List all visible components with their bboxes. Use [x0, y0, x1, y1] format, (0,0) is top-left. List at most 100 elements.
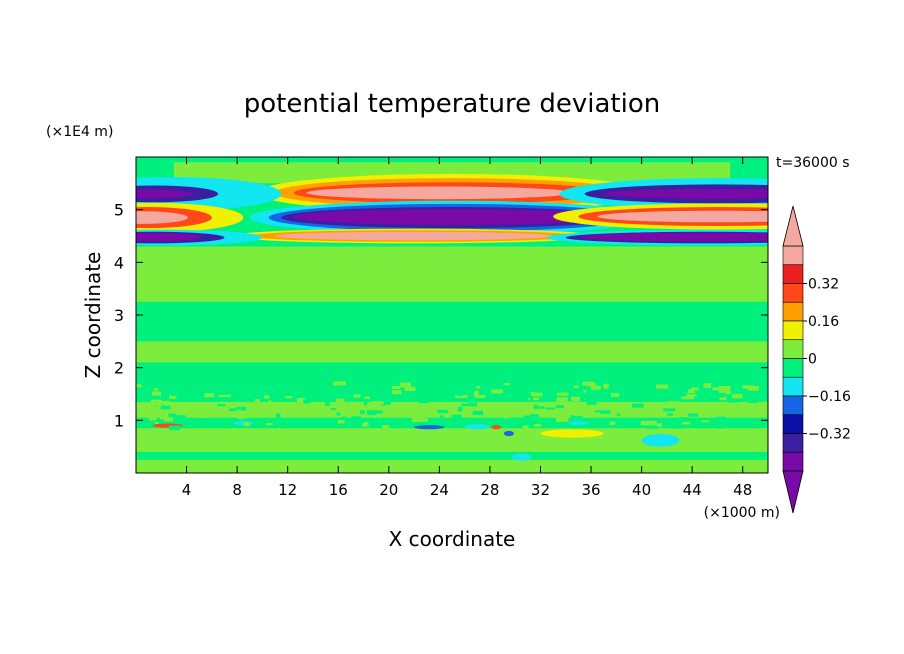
texture-speck — [137, 397, 143, 403]
texture-speck — [252, 388, 259, 394]
texture-speck — [324, 406, 331, 412]
texture-speck — [521, 386, 526, 390]
texture-speck — [412, 416, 422, 421]
x-tick-label: 36 — [581, 481, 600, 499]
contour-blob — [136, 189, 193, 199]
texture-speck — [456, 391, 463, 396]
texture-speck — [439, 381, 444, 385]
texture-speck — [336, 412, 341, 416]
contour-blob — [597, 210, 768, 223]
y-unit-label: (×1E4 m) — [46, 124, 113, 140]
texture-speck — [682, 389, 689, 393]
texture-speck — [346, 401, 356, 405]
texture-speck — [666, 401, 680, 407]
texture-speck — [508, 417, 521, 422]
texture-speck — [229, 408, 237, 412]
contour-blob — [503, 430, 514, 437]
texture-speck — [364, 396, 370, 400]
texture-speck — [680, 381, 693, 386]
colorbar-under-arrow — [782, 470, 804, 514]
texture-speck — [418, 406, 422, 410]
texture-speck — [215, 418, 219, 423]
colorbar-segment — [782, 451, 804, 472]
texture-speck — [253, 401, 258, 404]
x-tick-label: 8 — [232, 481, 242, 499]
colorbar-label: −0.32 — [808, 427, 851, 443]
texture-speck — [404, 386, 416, 392]
x-tick-label: 40 — [632, 481, 651, 499]
texture-speck — [591, 385, 601, 390]
texture-speck — [715, 392, 726, 398]
texture-speck — [760, 405, 768, 411]
texture-speck — [653, 406, 659, 409]
texture-speck — [638, 388, 643, 392]
texture-speck — [583, 390, 587, 393]
y-axis-ticks: 1 2 3 4 5 — [114, 201, 768, 430]
texture-speck — [359, 410, 365, 415]
texture-speck — [268, 400, 272, 405]
contour-band — [173, 162, 731, 184]
texture-speck — [644, 420, 657, 425]
texture-speck — [255, 392, 265, 398]
texture-speck — [530, 392, 543, 397]
texture-speck — [154, 421, 159, 425]
texture-speck — [730, 422, 736, 426]
texture-speck — [142, 398, 155, 402]
texture-speck — [204, 393, 215, 398]
contour-blob — [568, 420, 589, 426]
x-tick-label: 16 — [329, 481, 348, 499]
texture-speck — [555, 417, 569, 422]
contour-blob — [464, 424, 490, 430]
texture-speck — [672, 423, 684, 429]
texture-speck — [218, 394, 231, 397]
texture-speck — [570, 414, 583, 418]
texture-speck — [303, 399, 311, 404]
texture-speck — [379, 401, 391, 406]
texture-speck — [582, 381, 594, 386]
contour-blob — [306, 186, 573, 200]
colorbar-segment — [782, 301, 804, 322]
texture-speck — [362, 422, 369, 427]
texture-speck — [160, 405, 171, 410]
contour-blob — [414, 425, 445, 430]
x-unit-label: (×1000 m) — [704, 505, 780, 521]
texture-speck — [667, 421, 674, 426]
texture-speck — [198, 415, 208, 418]
texture-speck — [563, 416, 567, 419]
texture-speck — [649, 399, 660, 402]
texture-speck — [503, 383, 510, 386]
texture-speck — [451, 414, 462, 419]
colorbar-segment — [782, 395, 804, 416]
texture-speck — [440, 405, 451, 411]
x-tick-label: 28 — [480, 481, 499, 499]
colorbar-segment — [782, 339, 804, 359]
texture-speck — [243, 422, 250, 427]
texture-speck — [481, 407, 491, 411]
contour-blob — [511, 453, 532, 461]
y-tick-label: 4 — [114, 253, 124, 272]
texture-speck — [273, 397, 283, 401]
texture-speck — [691, 387, 699, 391]
texture-speck — [319, 381, 324, 384]
texture-speck — [335, 398, 345, 403]
texture-speck — [150, 399, 162, 404]
texture-speck — [411, 419, 423, 422]
contour-blob — [294, 209, 610, 225]
texture-speck — [396, 422, 403, 426]
texture-speck — [330, 408, 336, 411]
texture-speck — [595, 410, 607, 413]
texture-speck — [169, 394, 177, 400]
texture-speck — [296, 386, 308, 391]
texture-speck — [485, 397, 490, 401]
texture-speck — [558, 381, 564, 384]
x-tick-label: 24 — [430, 481, 449, 499]
texture-speck — [523, 415, 533, 419]
texture-speck — [676, 418, 690, 423]
texture-speck — [533, 404, 545, 409]
texture-speck — [461, 398, 472, 403]
colorbar-label: −0.16 — [808, 389, 851, 405]
texture-speck — [603, 383, 609, 389]
texture-speck — [742, 385, 754, 389]
texture-speck — [474, 394, 486, 398]
texture-speck — [235, 392, 242, 397]
